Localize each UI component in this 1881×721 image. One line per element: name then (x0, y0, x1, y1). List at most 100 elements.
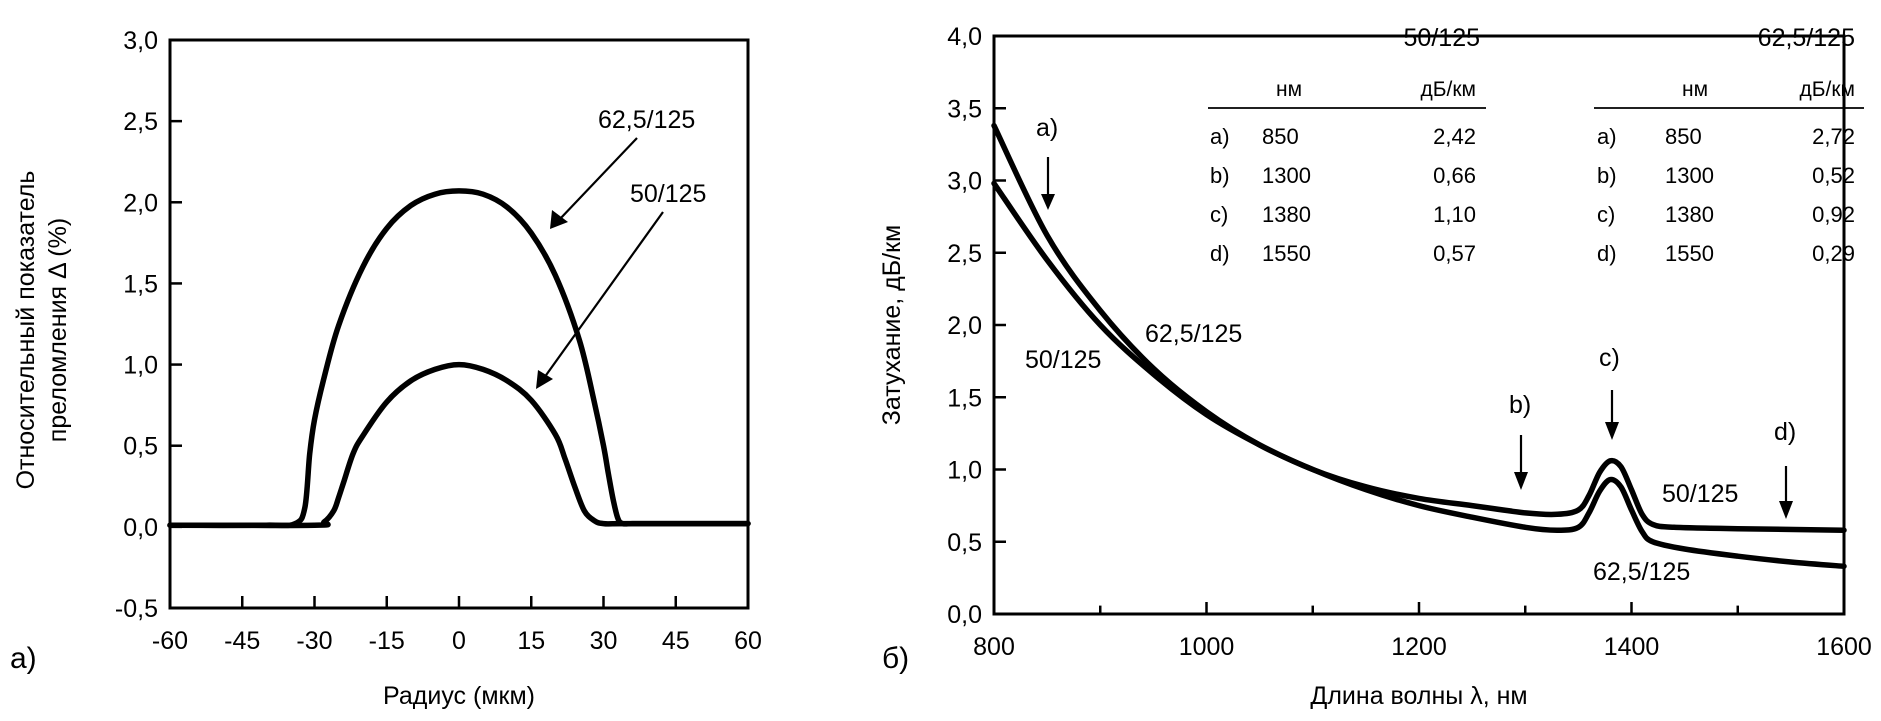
table-62-5-row-attenuation: 0,29 (1812, 241, 1855, 266)
table-50-row-label: d) (1210, 241, 1230, 266)
chart-a-series-50-125 (167, 361, 751, 529)
chart-a-arrowhead-50 (536, 370, 553, 389)
chart-b-curve-label-50-right: 50/125 (1662, 480, 1738, 508)
chart-a-y-axis: -0,5 0,0 0,5 1,0 1,5 2,0 2,5 3,0 (115, 27, 182, 623)
chart-b-x-tick-label: 1000 (1179, 633, 1235, 661)
chart-b-marker-a-label: a) (1036, 114, 1058, 142)
table-62-5-header-db: дБ/км (1800, 78, 1856, 101)
chart-b-marker-c-head (1605, 422, 1619, 440)
chart-a-arrow-50 (543, 211, 664, 379)
chart-a-x-tick-label: 30 (590, 627, 618, 655)
chart-a: -0,5 0,0 0,5 1,0 1,5 2,0 2,5 3,0 -60 -45 -30 -15 0 1… (10, 27, 762, 710)
chart-a-ylabel-line1: Относительный показатель (12, 171, 40, 490)
chart-b-y-tick-label: 4,0 (947, 23, 982, 51)
table-50-row-attenuation: 0,66 (1433, 163, 1476, 188)
table-62-5-row-label: a) (1597, 124, 1617, 149)
chart-b-y-tick-label: 0,5 (947, 529, 982, 557)
chart-b-table-50: 50/125 нм дБ/км a) 850 2,42 b) 1300 0,66 c) 138… (1208, 24, 1486, 266)
chart-b-y-tick-label: 2,5 (947, 240, 982, 268)
chart-b-y-tick-label: 0,0 (947, 601, 982, 629)
chart-a-y-tick-label: 2,5 (123, 108, 158, 136)
chart-a-arrow-62-5 (558, 137, 638, 221)
chart-b-curve-label-62-5-right: 62,5/125 (1593, 558, 1690, 586)
chart-a-y-tick-label: 3,0 (123, 27, 158, 55)
chart-a-y-tick-label: 0,5 (123, 433, 158, 461)
chart-a-y-tick-label: 1,5 (123, 270, 158, 298)
chart-a-x-tick-label: 45 (662, 627, 690, 655)
table-50-row-attenuation: 2,42 (1433, 124, 1476, 149)
table-62-5-row-attenuation: 2,72 (1812, 124, 1855, 149)
chart-b-marker-c-label: c) (1599, 344, 1620, 372)
chart-b-marker-b-head (1514, 472, 1528, 490)
chart-b-panel-label: б) (882, 642, 909, 675)
chart-a-x-tick-label: -60 (152, 627, 188, 655)
chart-a-series-62-5-125 (167, 188, 751, 529)
chart-b-curves (991, 122, 1847, 570)
chart-a-ylabel-line2: преломления Δ (%) (44, 218, 72, 442)
chart-b-x-tick-label: 1200 (1391, 633, 1447, 661)
chart-b-x-axis: 800 1000 1200 1400 1600 (973, 602, 1872, 661)
chart-a-panel-label: а) (10, 642, 37, 675)
table-50-rows: a) 850 2,42 b) 1300 0,66 c) 1380 1,10 d) 1550 0,57 (1210, 124, 1476, 266)
table-50-header-nm: нм (1276, 78, 1302, 101)
chart-b-series-50-125 (991, 180, 1847, 533)
chart-a-x-tick-label: 15 (517, 627, 545, 655)
table-50-row-attenuation: 1,10 (1433, 202, 1476, 227)
table-50-row-label: c) (1210, 202, 1228, 227)
table-62-5-row-label: d) (1597, 241, 1617, 266)
table-50-header-db: дБ/км (1421, 78, 1477, 101)
chart-a-curves (167, 188, 751, 529)
table-62-5-title: 62,5/125 (1758, 24, 1855, 52)
chart-a-label-50: 50/125 (630, 180, 706, 208)
table-62-5-row-wavelength: 850 (1665, 124, 1702, 149)
chart-b-ylabel: Затухание, дБ/км (878, 225, 906, 425)
chart-a-x-tick-label: -45 (224, 627, 260, 655)
table-62-5-row-label: b) (1597, 163, 1617, 188)
table-50-title: 50/125 (1404, 24, 1480, 52)
chart-a-frame (168, 38, 750, 610)
table-62-5-header-nm: нм (1682, 78, 1708, 101)
table-50-row-label: b) (1210, 163, 1230, 188)
chart-a-x-tick-label: 0 (452, 627, 466, 655)
chart-a-y-tick-label: 2,0 (123, 189, 158, 217)
chart-b-x-tick-label: 1600 (1816, 633, 1872, 661)
chart-b-marker-a-head (1041, 194, 1055, 210)
chart-b-x-tick-label: 800 (973, 633, 1015, 661)
chart-b-y-tick-label: 1,0 (947, 457, 982, 485)
table-62-5-row-label: c) (1597, 202, 1615, 227)
chart-a-y-tick-label: -0,5 (115, 595, 158, 623)
chart-a-x-tick-label: -15 (369, 627, 405, 655)
chart-a-xlabel: Радиус (мкм) (383, 682, 535, 710)
chart-b: 0,0 0,5 1,0 1,5 2,0 2,5 3,0 3,5 4,0 800 1000 1200 1… (878, 23, 1872, 710)
chart-b-xlabel: Длина волны λ, нм (1310, 682, 1527, 710)
chart-b-table-62-5: 62,5/125 нм дБ/км a) 850 2,72 b) 1300 0,52 c) 1… (1594, 24, 1864, 266)
chart-a-label-62-5: 62,5/125 (598, 106, 695, 134)
chart-b-curve-label-62-5-left: 62,5/125 (1145, 320, 1242, 348)
table-50-row-label: a) (1210, 124, 1230, 149)
table-50-row-wavelength: 1380 (1262, 202, 1311, 227)
chart-a-x-tick-label: 60 (734, 627, 762, 655)
chart-b-y-axis: 0,0 0,5 1,0 1,5 2,0 2,5 3,0 3,5 4,0 (947, 23, 1006, 629)
chart-b-marker-d-label: d) (1774, 418, 1796, 446)
chart-a-y-tick-label: 0,0 (123, 514, 158, 542)
table-62-5-row-wavelength: 1300 (1665, 163, 1714, 188)
chart-a-x-tick-label: -30 (296, 627, 332, 655)
table-50-row-wavelength: 850 (1262, 124, 1299, 149)
chart-b-marker-d-head (1779, 501, 1793, 519)
table-62-5-row-attenuation: 0,92 (1812, 202, 1855, 227)
chart-a-arrowhead-62-5 (550, 210, 568, 229)
chart-b-y-tick-label: 2,0 (947, 312, 982, 340)
chart-b-frame (992, 34, 1846, 616)
chart-b-y-tick-label: 3,0 (947, 168, 982, 196)
table-62-5-rows: a) 850 2,72 b) 1300 0,52 c) 1380 0,92 d) 1550 0,29 (1597, 124, 1855, 266)
table-50-row-wavelength: 1550 (1262, 241, 1311, 266)
chart-b-curve-label-50-left: 50/125 (1025, 346, 1101, 374)
chart-b-series-62-5-125 (991, 122, 1847, 570)
table-62-5-row-attenuation: 0,52 (1812, 163, 1855, 188)
table-62-5-row-wavelength: 1550 (1665, 241, 1714, 266)
chart-b-y-tick-label: 3,5 (947, 95, 982, 123)
chart-a-x-axis: -60 -45 -30 -15 0 15 30 45 60 (152, 596, 762, 655)
chart-a-y-tick-label: 1,0 (123, 352, 158, 380)
table-62-5-row-wavelength: 1380 (1665, 202, 1714, 227)
